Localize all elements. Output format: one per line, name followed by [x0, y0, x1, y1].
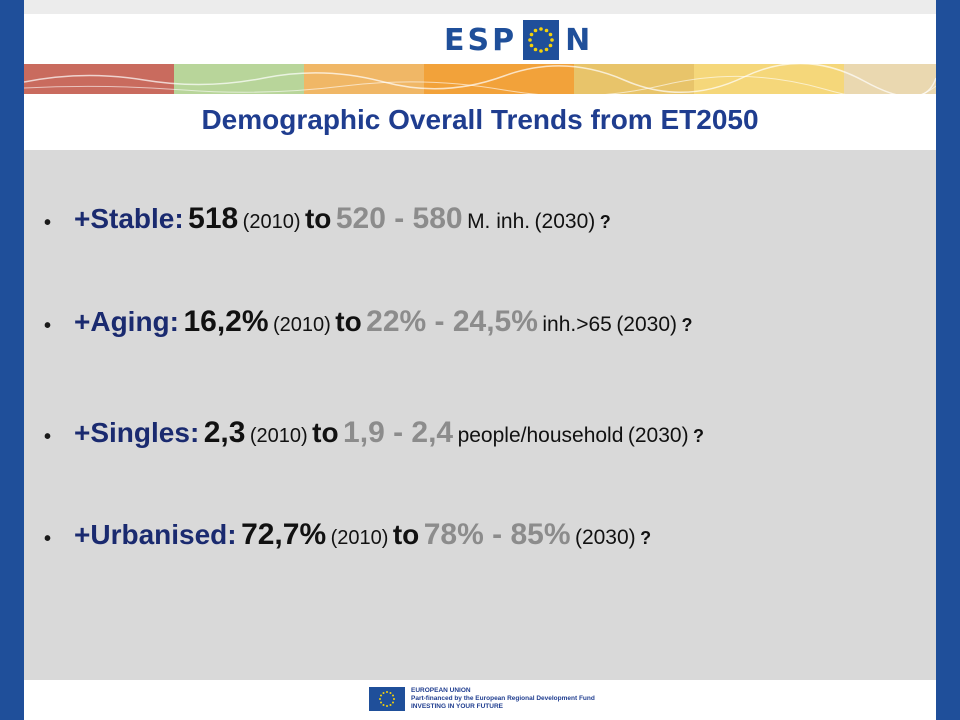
unit: inh.>65 [542, 313, 612, 336]
eu-stars-icon [523, 20, 560, 60]
eu-funding-text: EUROPEAN UNION Part-financed by the Euro… [411, 687, 595, 711]
year-2010: (2010) [242, 211, 301, 233]
value-2010: 72,7% [241, 518, 327, 551]
year-2010: (2010) [330, 527, 389, 549]
unit: people/household [457, 424, 624, 447]
bullet-dot-icon: • [44, 315, 52, 338]
range-2030: 78% - 85% [423, 518, 571, 551]
bullet-label: +Stable: [74, 203, 184, 234]
range-2030: 1,9 - 2,4 [343, 416, 454, 449]
year-2030: (2030) [627, 424, 689, 447]
bullet-dot-icon: • [44, 426, 52, 449]
question-mark: ? [599, 212, 611, 232]
eu-flag-icon [369, 687, 405, 711]
title-band: Demographic Overall Trends from ET2050 [24, 94, 936, 150]
value-2010: 16,2% [183, 305, 269, 338]
value-2010: 2,3 [203, 416, 246, 449]
eu-line-2: Part-financed by the European Regional D… [411, 695, 595, 702]
bullet-urbanised: • +Urbanised: 72,7% (2010) to 78% - 85% (… [44, 518, 651, 552]
unit: M. inh. [467, 210, 531, 233]
bullet-label: +Aging: [74, 306, 179, 337]
year-2030: (2030) [534, 210, 596, 233]
top-band [24, 0, 936, 14]
map-band-graphic [23, 62, 937, 101]
to-word: to [392, 519, 420, 550]
bullet-label: +Singles: [74, 417, 200, 448]
question-mark: ? [681, 315, 693, 335]
year-2010: (2010) [249, 425, 308, 447]
bullet-stable: • +Stable: 518 (2010) to 520 - 580 M. inh… [44, 202, 611, 236]
bullet-label: +Urbanised: [74, 519, 237, 550]
question-mark: ? [640, 528, 652, 548]
eu-funding-block: EUROPEAN UNION Part-financed by the Euro… [369, 687, 595, 711]
page-title: Demographic Overall Trends from ET2050 [201, 104, 759, 135]
to-word: to [335, 306, 362, 337]
to-word: to [312, 417, 339, 448]
bullet-dot-icon: • [44, 212, 52, 235]
bullet-singles: • +Singles: 2,3 (2010) to 1,9 - 2,4 peopl… [44, 416, 704, 450]
range-2030: 520 - 580 [335, 202, 463, 235]
value-2010: 518 [188, 202, 239, 235]
year-2030: (2030) [574, 526, 636, 549]
header: ESP [24, 14, 936, 64]
year-2010: (2010) [272, 314, 331, 336]
year-2030: (2030) [616, 313, 678, 336]
bullet-dot-icon: • [44, 528, 52, 551]
bullet-aging: • +Aging: 16,2% (2010) to 22% - 24,5% inh… [44, 305, 692, 339]
espon-logo: ESP [444, 18, 593, 62]
right-side-bar [936, 0, 960, 720]
eu-line-3: INVESTING IN YOUR FUTURE [411, 703, 503, 710]
eu-line-1: EUROPEAN UNION [411, 687, 471, 694]
range-2030: 22% - 24,5% [366, 305, 538, 338]
logo-text-right: N [565, 22, 594, 58]
left-side-bar [0, 0, 24, 720]
question-mark: ? [693, 426, 705, 446]
logo-text-left: ESP [444, 22, 518, 58]
content-area: • +Stable: 518 (2010) to 520 - 580 M. inh… [24, 150, 936, 680]
footer: EUROPEAN UNION Part-financed by the Euro… [24, 680, 936, 720]
to-word: to [304, 203, 332, 234]
